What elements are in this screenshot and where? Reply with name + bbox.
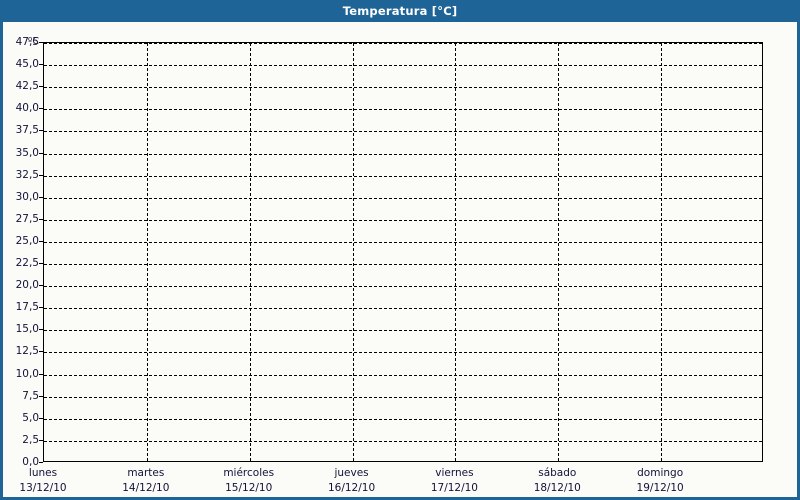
chart-title-bar: Temperatura [°C] <box>0 0 800 22</box>
x-axis-day-name: sábado <box>538 467 577 479</box>
y-axis-tick-label: 22,5 <box>15 257 39 270</box>
x-axis-day-name: domingo <box>637 467 684 479</box>
y-axis-tick-label: 0,0 <box>22 456 39 468</box>
x-axis-tick-label: martes 14/12/10 <box>86 466 206 496</box>
gridline-horizontal <box>44 418 762 420</box>
gridline-horizontal <box>44 87 762 89</box>
gridline-horizontal <box>44 286 762 288</box>
gridline-horizontal <box>44 219 762 221</box>
gridline-vertical <box>455 43 457 461</box>
gridline-horizontal <box>44 396 762 398</box>
gridline-horizontal <box>44 440 762 442</box>
chart-title: Temperatura [°C] <box>342 4 458 18</box>
gridline-horizontal <box>44 241 762 243</box>
gridline-vertical <box>146 43 148 461</box>
y-axis-tick-label: 5,0 <box>22 411 39 424</box>
y-axis-tick-mark <box>39 108 43 110</box>
y-axis-tick-label: 20,0 <box>15 279 39 292</box>
y-axis-tick-mark <box>39 462 43 463</box>
y-axis-tick-mark <box>39 152 43 154</box>
gridline-horizontal <box>44 330 762 332</box>
y-axis-tick-label: 17,5 <box>15 301 39 314</box>
y-axis-tick-label: 10,0 <box>15 367 39 380</box>
gridline-vertical <box>249 43 251 461</box>
plot-area <box>43 42 763 462</box>
y-axis-tick-mark <box>39 307 43 309</box>
y-axis-tick-mark <box>39 196 43 198</box>
x-axis-tick-label: miércoles 15/12/10 <box>189 466 309 496</box>
y-axis-tick-mark <box>39 130 43 132</box>
y-axis-tick-mark <box>39 263 43 265</box>
gridline-horizontal <box>44 308 762 310</box>
y-axis-tick-mark <box>39 439 43 441</box>
x-axis-tick-label: lunes 13/12/10 <box>0 466 103 496</box>
y-axis-tick-mark <box>39 240 43 242</box>
x-axis-day-name: jueves <box>334 467 369 479</box>
y-axis-tick-mark <box>39 329 43 331</box>
y-axis-tick-mark <box>39 395 43 397</box>
y-axis-tick-mark <box>39 373 43 375</box>
gridline-horizontal <box>44 65 762 67</box>
y-axis-tick-label: 32,5 <box>15 168 39 181</box>
x-axis-day-name: lunes <box>28 467 58 479</box>
gridline-horizontal <box>44 43 762 44</box>
gridline-horizontal <box>44 352 762 354</box>
x-axis-date: 16/12/10 <box>327 482 376 494</box>
gridline-horizontal <box>44 264 762 266</box>
y-axis-tick-mark <box>39 174 43 176</box>
x-axis-day-name: miércoles <box>223 467 275 479</box>
x-axis-date: 14/12/10 <box>122 482 170 494</box>
x-axis-day-name: viernes <box>435 467 474 479</box>
y-axis-tick-label: 25,0 <box>15 234 39 247</box>
y-axis-tick-label: 45,0 <box>15 58 39 71</box>
y-axis-tick-mark <box>39 351 43 353</box>
y-axis-tick-label: 42,5 <box>15 80 39 93</box>
y-axis-tick-label: 2,5 <box>22 433 39 446</box>
y-axis-unit-label: ºC <box>27 36 39 47</box>
y-axis-tick-mark <box>39 285 43 287</box>
y-axis-tick-label: 47,5 <box>15 36 39 48</box>
y-axis-tick-mark <box>39 86 43 88</box>
y-axis-tick-label: 27,5 <box>15 212 39 225</box>
gridline-vertical <box>661 43 663 461</box>
y-axis-tick-label: 12,5 <box>15 345 39 358</box>
gridline-horizontal <box>44 153 762 155</box>
y-axis-tick-label: 30,0 <box>15 190 39 203</box>
y-axis-tick-mark <box>39 64 43 66</box>
gridline-horizontal <box>44 109 762 111</box>
gridline-horizontal <box>44 131 762 133</box>
x-axis-day-name: martes <box>127 467 165 479</box>
y-axis-tick-label: 35,0 <box>15 146 39 159</box>
x-axis-tick-label: jueves 16/12/10 <box>292 466 412 496</box>
y-axis-tick-label: 40,0 <box>15 102 39 115</box>
x-axis-tick-label: domingo 19/12/10 <box>600 466 720 496</box>
gridline-horizontal <box>44 197 762 199</box>
x-axis-date: 15/12/10 <box>225 482 273 494</box>
y-axis-tick-mark <box>39 218 43 220</box>
y-axis-tick-label: 37,5 <box>15 124 39 137</box>
gridline-vertical <box>558 43 560 461</box>
x-axis-date: 13/12/10 <box>19 482 67 494</box>
x-axis-date: 17/12/10 <box>430 482 478 494</box>
x-axis-tick-label: viernes 17/12/10 <box>394 466 514 496</box>
y-axis-tick-mark <box>39 42 43 43</box>
y-axis-tick-mark <box>39 417 43 419</box>
gridline-vertical <box>352 43 354 461</box>
y-axis-tick-label: 15,0 <box>15 323 39 336</box>
gridline-horizontal <box>44 175 762 177</box>
x-axis-tick-label: sábado 18/12/10 <box>497 466 617 496</box>
x-axis-date: 18/12/10 <box>533 482 581 494</box>
x-axis-date: 19/12/10 <box>636 482 684 494</box>
y-axis-tick-label: 7,5 <box>22 389 39 402</box>
gridline-horizontal <box>44 374 762 376</box>
